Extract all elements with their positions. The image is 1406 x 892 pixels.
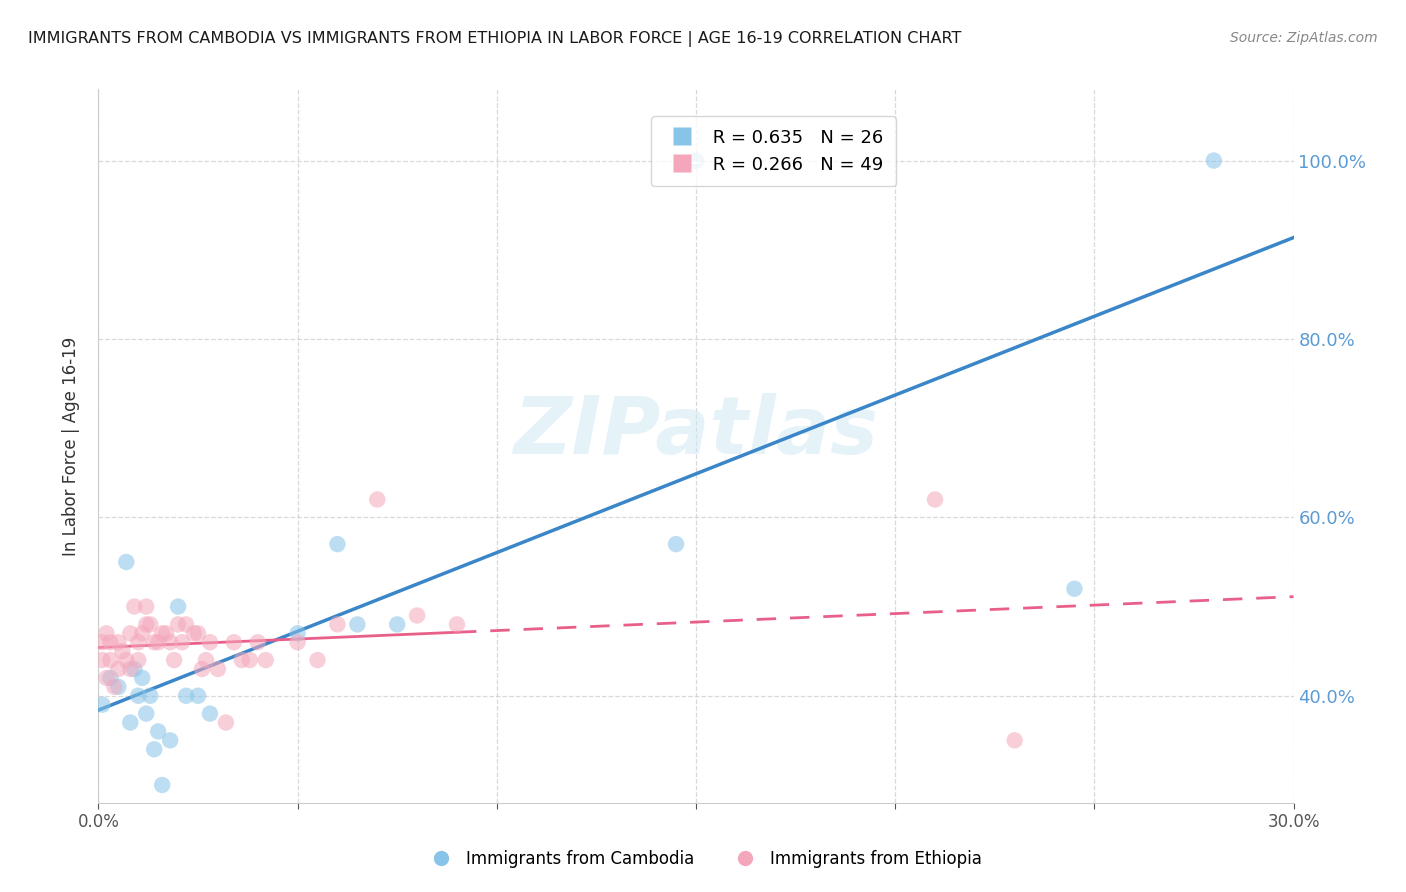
Point (187, 626, 209, 640)
Text: Source: ZipAtlas.com: Source: ZipAtlas.com (1230, 31, 1378, 45)
Text: ZIPatlas: ZIPatlas (513, 392, 879, 471)
Point (406, 608, 429, 623)
Point (155, 626, 177, 640)
Point (127, 653, 149, 667)
Point (111, 644, 134, 658)
Point (207, 662, 229, 676)
Point (139, 617, 162, 632)
Point (366, 492, 388, 507)
Point (131, 671, 153, 685)
Point (159, 733, 181, 747)
Point (254, 653, 277, 667)
Point (385, 617, 409, 632)
Point (100, 635, 122, 649)
Point (115, 653, 138, 667)
Point (163, 653, 186, 667)
Point (198, 706, 221, 721)
Point (115, 555, 138, 569)
Point (924, 492, 946, 507)
Point (135, 617, 157, 632)
Point (103, 680, 125, 694)
Point (124, 599, 146, 614)
Point (100, 653, 122, 667)
Point (191, 662, 214, 676)
Point (1004, 733, 1026, 747)
Point (127, 635, 149, 649)
Point (287, 626, 309, 640)
Point (1202, 153, 1225, 168)
Point (174, 617, 197, 632)
Point (187, 689, 209, 703)
Point (150, 778, 173, 792)
Point (665, 537, 688, 551)
Point (326, 617, 349, 632)
Point (143, 635, 166, 649)
Point (148, 724, 170, 739)
Point (198, 635, 221, 649)
Point (100, 671, 122, 685)
Point (124, 662, 146, 676)
Point (222, 635, 245, 649)
Point (150, 626, 173, 640)
Point (215, 715, 238, 730)
Point (96, 626, 118, 640)
Point (91, 698, 114, 712)
Point (131, 626, 153, 640)
Point (139, 689, 162, 703)
Point (143, 742, 166, 756)
Point (1063, 582, 1085, 596)
Point (120, 626, 142, 640)
Point (107, 680, 129, 694)
Point (326, 537, 349, 551)
Legend:  R = 0.635   N = 26,  R = 0.266   N = 49: R = 0.635 N = 26, R = 0.266 N = 49 (651, 116, 896, 186)
Point (174, 689, 197, 703)
Y-axis label: In Labor Force | Age 16-19: In Labor Force | Age 16-19 (62, 336, 80, 556)
Point (148, 635, 170, 649)
Point (172, 635, 194, 649)
Point (91, 635, 114, 649)
Point (446, 617, 468, 632)
Point (246, 635, 269, 649)
Legend: Immigrants from Cambodia, Immigrants from Ethiopia: Immigrants from Cambodia, Immigrants fro… (418, 844, 988, 875)
Point (195, 653, 218, 667)
Point (91, 653, 114, 667)
Point (287, 635, 309, 649)
Point (167, 617, 190, 632)
Point (120, 715, 142, 730)
Point (107, 635, 129, 649)
Point (183, 626, 205, 640)
Point (231, 653, 253, 667)
Point (120, 662, 142, 676)
Point (167, 599, 190, 614)
Point (107, 662, 129, 676)
Point (346, 617, 368, 632)
Point (127, 689, 149, 703)
Point (135, 599, 157, 614)
Point (239, 653, 262, 667)
Point (135, 706, 157, 721)
Text: IMMIGRANTS FROM CAMBODIA VS IMMIGRANTS FROM ETHIOPIA IN LABOR FORCE | AGE 16-19 : IMMIGRANTS FROM CAMBODIA VS IMMIGRANTS F… (28, 31, 962, 47)
Point (685, 153, 707, 168)
Point (307, 653, 329, 667)
Point (159, 635, 181, 649)
Point (96, 671, 118, 685)
